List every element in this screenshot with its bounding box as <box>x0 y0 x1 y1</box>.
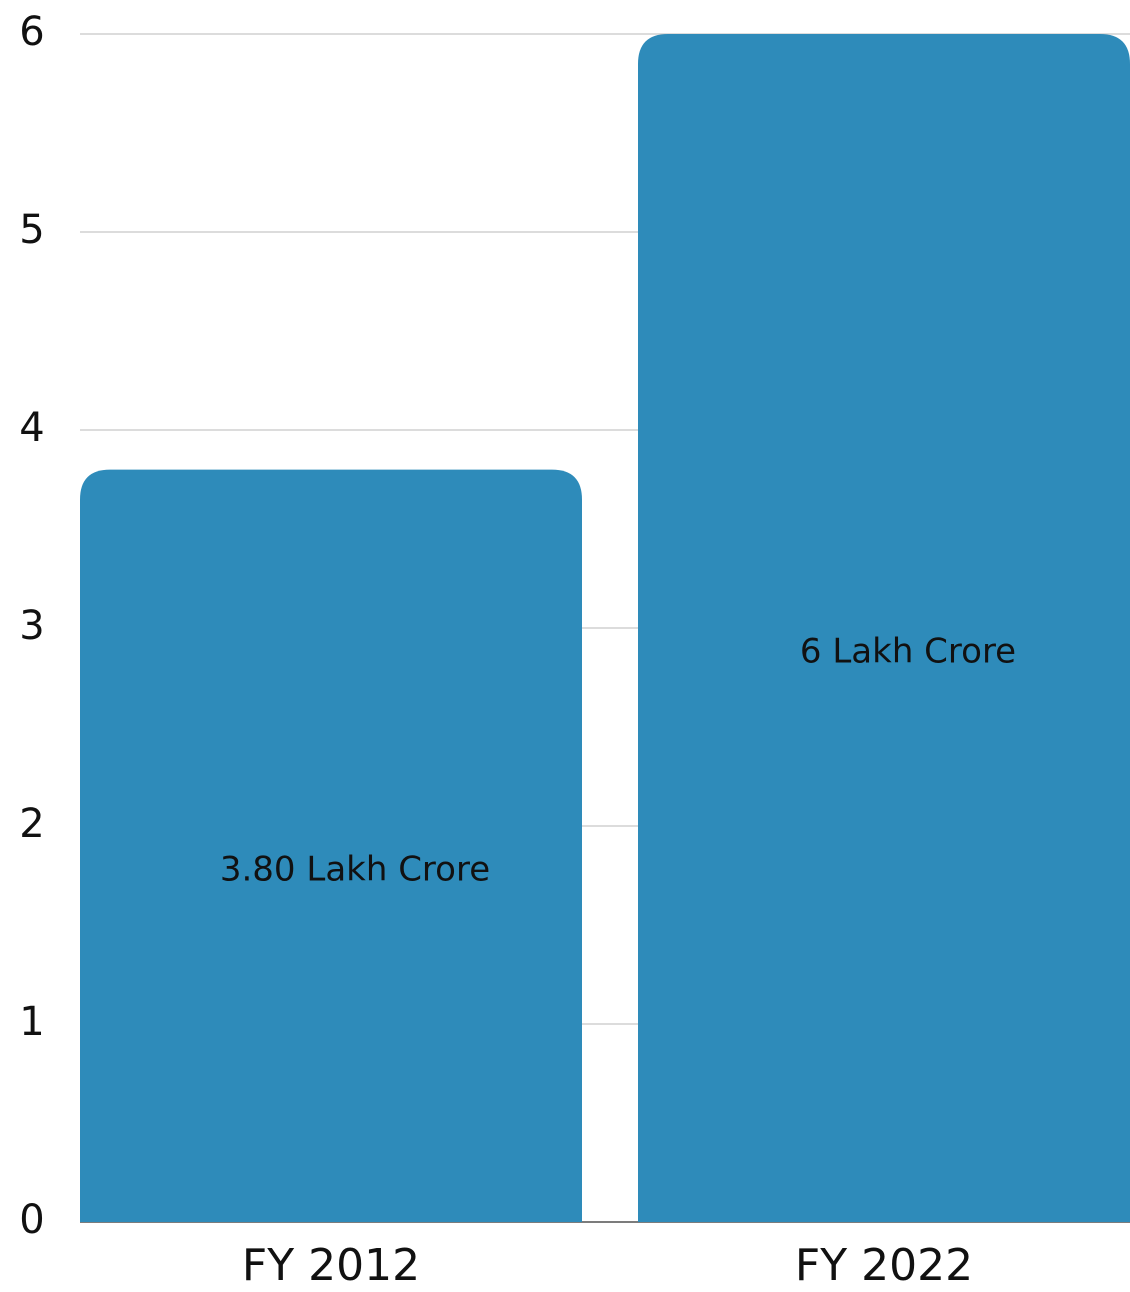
bar <box>638 34 1130 1222</box>
y-tick-label: 3 <box>19 603 44 649</box>
bar <box>80 469 582 1223</box>
y-tick-label: 6 <box>19 9 44 55</box>
x-tick-label: FY 2012 <box>242 1240 420 1291</box>
data-label: 3.80 Lakh Crore <box>220 849 490 889</box>
x-tick-label: FY 2022 <box>795 1240 973 1291</box>
data-label: 6 Lakh Crore <box>800 632 1016 672</box>
y-tick-label: 0 <box>19 1197 44 1243</box>
y-tick-label: 1 <box>19 999 44 1045</box>
y-tick-label: 5 <box>19 207 44 253</box>
y-tick-label: 4 <box>19 405 44 451</box>
y-tick-label: 2 <box>19 801 44 847</box>
